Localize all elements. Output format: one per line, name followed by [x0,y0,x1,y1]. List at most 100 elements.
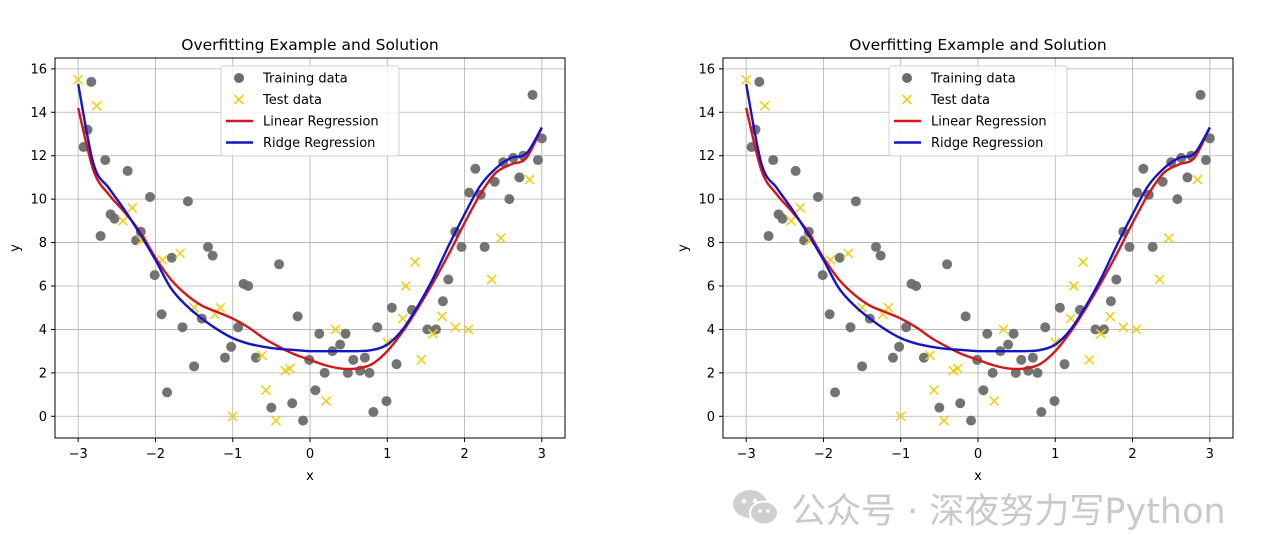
x-tick-label: −1 [223,447,242,462]
test-data-point [524,174,535,185]
training-data-point [777,213,788,224]
y-tick-label: 12 [698,149,715,164]
training-data-point [233,322,244,333]
test-data-point [215,302,226,313]
test-data-point [117,215,129,226]
training-data-point [1049,396,1060,407]
test-data-point [989,396,1000,407]
y-tick-label: 4 [39,323,47,338]
y-tick-label: 16 [698,62,715,77]
x-tick-label: 1 [1051,447,1059,462]
training-data-point [464,187,475,198]
training-data-point [982,328,993,339]
training-data-point [470,163,481,174]
chart-title: Overfitting Example and Solution [849,36,1107,54]
training-data-point [1124,241,1135,252]
test-data-point [175,248,186,259]
training-data-point [430,324,441,335]
y-axis-label: y [676,244,691,252]
test-data-point [1154,274,1165,285]
training-data-point [122,165,133,176]
training-data-point [166,252,177,263]
training-data-point [1036,406,1047,417]
training-data-point [131,235,142,246]
training-data-point [203,241,213,252]
test-data-point [257,350,268,361]
test-data-point [437,311,448,322]
test-data-point [1065,313,1076,324]
training-data-point [1132,187,1143,198]
training-data-point [386,302,397,313]
training-data-point [1032,367,1043,378]
training-data-point [1105,296,1116,307]
training-data-point [319,367,330,378]
training-data-point [1054,302,1065,313]
x-tick-label: −2 [814,447,833,462]
training-data-point [182,196,193,207]
training-data-point [479,241,490,252]
legend-box [220,65,400,157]
test-data-point [463,324,474,335]
training-data-point [1010,367,1021,378]
training-data-point [340,328,351,339]
test-data-point [486,274,497,285]
y-tick-label: 8 [39,236,47,251]
chart-title: Overfitting Example and Solution [181,36,439,54]
training-data-point [189,361,200,372]
test-data-point [284,363,295,374]
test-data-point [1192,174,1203,185]
training-data-point [1111,274,1122,285]
test-data-point [1105,311,1116,322]
y-tick-label: 8 [707,236,715,251]
x-tick-label: −3 [737,447,756,462]
legend-label-test-data: Test data [930,93,990,108]
test-data-point [400,280,411,292]
ridge-regression-line [77,83,543,353]
y-tick-label: 4 [707,323,715,338]
training-data-point [1008,328,1019,339]
training-data-point [364,367,375,378]
training-data-point [1195,89,1206,100]
training-data-point [372,322,383,333]
legend-label-ridge-regression: Ridge Regression [263,136,375,151]
training-data-point [314,328,325,339]
test-data-point [495,233,506,244]
test-data-point [1131,324,1142,335]
training-data-point [368,406,379,417]
training-data-point [443,274,454,285]
watermark: 公众号 · 深夜努力写Python [731,486,1226,532]
test-data-point [1095,328,1106,339]
y-tick-label: 10 [698,193,715,208]
training-data-point [894,341,905,352]
x-tick-label: 0 [306,447,314,462]
training-data-point [342,367,353,378]
training-data-point [871,241,881,252]
training-data-point [1182,172,1193,183]
legend-label-linear-regression: Linear Regression [263,115,379,130]
training-data-point [888,352,898,363]
legend-marker-test-data [901,94,913,105]
training-data-point [504,194,515,205]
y-tick-label: 2 [707,366,715,381]
test-data-point [73,74,84,85]
training-data-point [310,385,321,396]
test-data-point [416,354,427,365]
test-data-point [450,322,461,333]
y-tick-label: 2 [39,366,47,381]
training-data-point [1003,339,1014,350]
training-data-point [381,396,392,407]
training-data-point [857,361,868,372]
training-data-point [391,359,402,370]
training-data-point [850,196,861,207]
y-tick-label: 6 [39,280,47,295]
test-data-point [843,248,854,259]
test-data-point [925,350,936,361]
legend-marker-training-data [234,73,244,83]
test-data-point [427,328,438,339]
legend-label-training-data: Training data [930,72,1016,87]
legend-label-training-data: Training data [262,72,348,87]
x-tick-label: 3 [1206,447,1214,462]
training-data-point [960,311,971,322]
